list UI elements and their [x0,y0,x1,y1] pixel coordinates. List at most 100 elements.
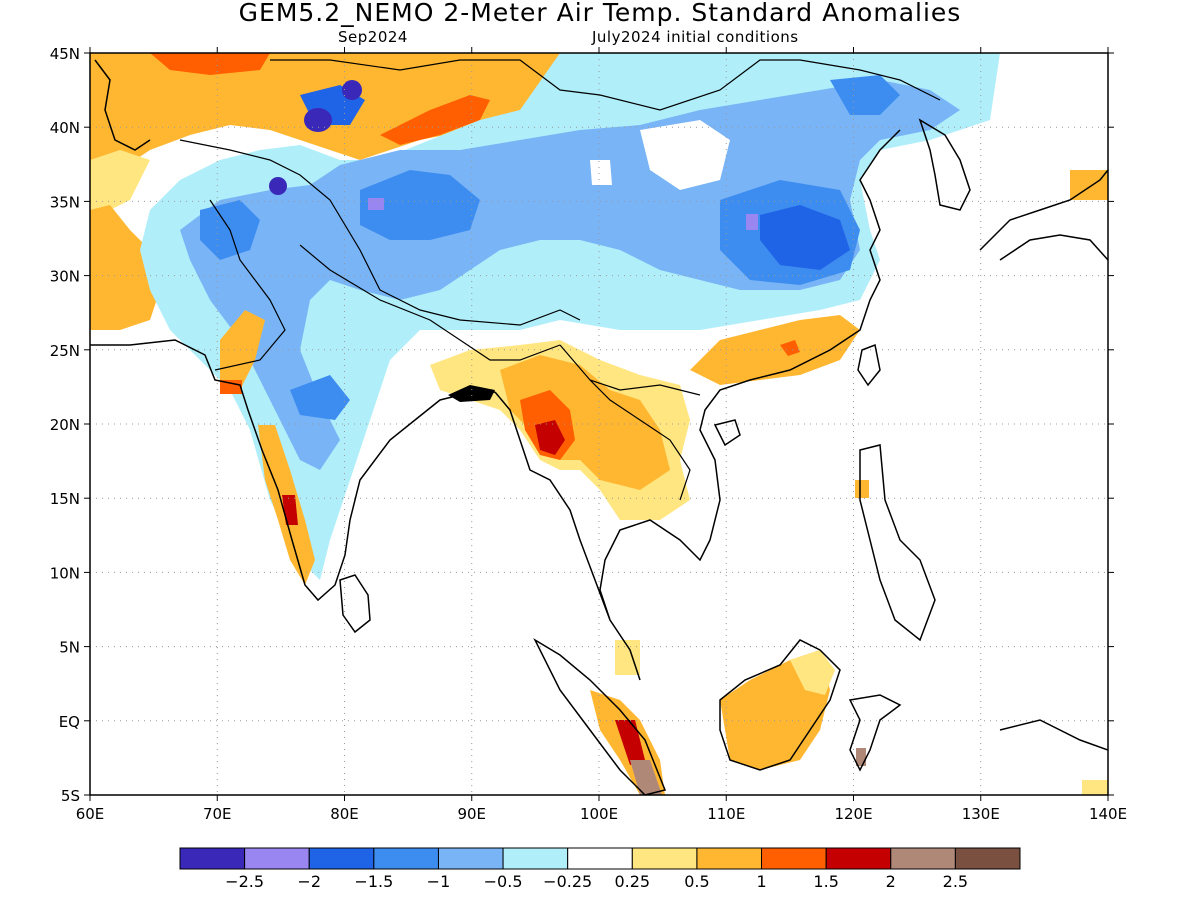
colorbar-label: −0.25 [543,872,592,891]
warm-patch-sulawesi [856,748,866,766]
x-tick-label: 70E [203,805,232,823]
moderate-cool-tibet [180,80,960,470]
warm-patch-luzon [855,480,869,498]
colorbar-label: 1 [756,872,766,891]
border-pakistan [209,199,286,371]
y-tick-label: 40N [50,119,80,137]
coastline-india [90,339,496,602]
warm-core-guangdong [780,340,800,356]
colorbar-label: 0.5 [684,872,709,891]
forecast-month: Sep2024 [338,28,408,46]
mild-warm-iran [90,150,150,215]
colorbar-swatch [373,847,439,870]
y-tick-label: 35N [50,193,80,211]
coastline-indochina [494,129,901,681]
colorbar: −2.5 −2 −1.5 −1 −0.5 −0.25 0.25 0.5 1 1.5 2 2.5 [179,847,1021,891]
x-tick-label: 120E [834,805,872,823]
x-tick-label: 60E [76,805,105,823]
colorbar-label: 1.5 [813,872,838,891]
colorbar-swatch [761,847,827,870]
colorbar-label: −2.5 [225,872,264,891]
strong-cool-core-5 [290,375,350,420]
colorbar-swatch [954,847,1021,870]
anomaly-shading [90,53,1108,795]
colorbar-swatch [308,847,375,870]
warm-core-myanmar [500,355,670,490]
border-south-asia [299,244,561,361]
y-tick-label: EQ [59,713,80,731]
y-tick-label: 5N [59,639,80,657]
coastline-sri-lanka [339,574,371,634]
colorbar-label: −1 [427,872,451,891]
border-southeast-asia [559,344,701,501]
coastline-new-guinea [999,719,1108,751]
warm-region-iran [90,205,160,330]
purple-patch-2 [746,214,758,230]
colorbar-label: 0.25 [614,872,650,891]
extreme-warm-sumatra [630,760,662,795]
coastline-japan [979,169,1108,261]
coastlines [90,59,1108,795]
neutral-region-tarim [590,160,612,185]
x-tick-label: 110E [707,805,745,823]
border-china-north [270,59,941,111]
x-tick-label: 90E [457,805,486,823]
x-tick-label: 140E [1089,805,1127,823]
warm-patch-png [1082,780,1108,795]
warm-region-central-asia [90,53,560,210]
border-china-west [179,139,581,326]
coastline-caspian [94,59,151,151]
strong-cool-core-1 [360,170,480,240]
latitude-ticks: 45N 40N 35N 30N 25N 20N 15N 10N 5N EQ 5S [50,45,1114,805]
coastline-sumatra [533,638,667,795]
colorbar-swatch [244,847,310,870]
colorbar-label: 2 [886,872,896,891]
x-tick-label: 130E [962,805,1000,823]
warm-region-gujarat [220,310,265,390]
coastline-borneo [719,639,841,771]
y-tick-label: 10N [50,564,80,582]
coastline-sulawesi [848,694,902,772]
y-tick-label: 15N [50,490,80,508]
extreme-cool-core-1 [304,108,332,132]
neutral-region-gobi [640,120,730,190]
neutral-region-korea-sea [880,170,1000,280]
y-tick-label: 25N [50,342,80,360]
colorbar-swatch [825,847,892,870]
coastline-taiwan [857,343,881,387]
warm-core-mongolia-west [380,95,490,145]
purple-patch-1 [368,198,384,210]
colorbar-label: −2 [297,872,321,891]
country-borders [179,59,941,501]
x-tick-label: 80E [330,805,359,823]
extreme-cool-core-2 [342,80,362,100]
colorbar-swatch [567,847,633,870]
graticule [90,53,1108,795]
initial-conditions: July2024 initial conditions [592,28,799,46]
very-hot-core-myanmar [535,420,565,455]
coastline-hainan [713,419,741,447]
y-tick-label: 20N [50,416,80,434]
warm-core-aral [150,53,270,75]
colorbar-swatch [631,847,698,870]
colorbar-swatch [502,847,569,870]
extreme-cool-core-3 [269,177,287,195]
colorbar-label: −1.5 [354,872,393,891]
colorbar-swatch [696,847,763,870]
colorbar-label: −0.5 [484,872,523,891]
colorbar-swatch [890,847,956,870]
strong-cool-core-4 [830,75,900,115]
colorbar-label: 2.5 [943,872,968,891]
coastline-korea [918,118,971,211]
y-tick-label: 5S [61,787,80,805]
y-tick-label: 30N [50,268,80,286]
strongest-cool-core-east [760,205,850,270]
mild-warm-borneo-north [790,650,835,695]
y-tick-label: 45N [50,45,80,63]
x-tick-label: 100E [580,805,618,823]
map-title: GEM5.2_NEMO 2-Meter Air Temp. Standard A… [238,0,962,27]
longitude-ticks: 60E 70E 80E 90E 100E 110E 120E 130E 140E [76,47,1127,823]
colorbar-swatch [437,847,504,870]
coastline-philippines [859,444,936,642]
